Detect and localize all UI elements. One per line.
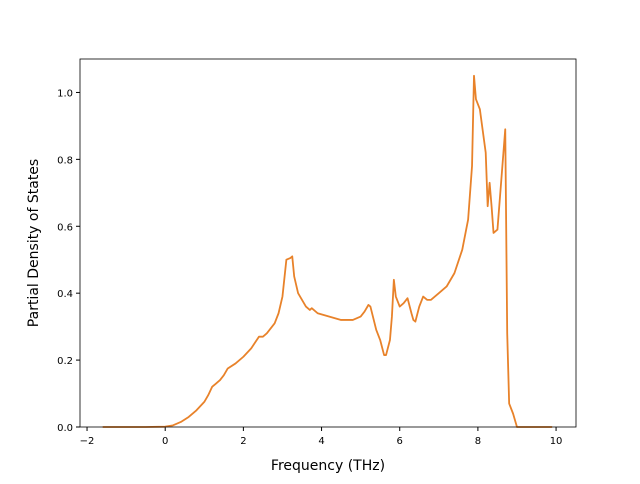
y-tick-label: 1.0 xyxy=(57,88,73,99)
x-tick-label: 0 xyxy=(162,436,168,447)
y-tick-label: 0.0 xyxy=(57,423,73,434)
x-tick-label: 8 xyxy=(475,436,481,447)
x-tick-label: 6 xyxy=(397,436,403,447)
x-tick-label: −2 xyxy=(80,436,95,447)
x-tick-label: 10 xyxy=(550,436,563,447)
y-tick-label: 0.4 xyxy=(57,289,73,300)
plot-frame xyxy=(79,58,577,428)
x-axis-label: Frequency (THz) xyxy=(271,458,385,474)
y-tick-label: 0.8 xyxy=(57,155,73,166)
y-tick-label: 0.2 xyxy=(57,356,73,367)
x-tick-label: 2 xyxy=(240,436,246,447)
y-tick-label: 0.6 xyxy=(57,222,73,233)
x-tick-label: 4 xyxy=(318,436,324,447)
y-axis-label: Partial Density of States xyxy=(26,159,42,327)
line xyxy=(102,74,553,428)
